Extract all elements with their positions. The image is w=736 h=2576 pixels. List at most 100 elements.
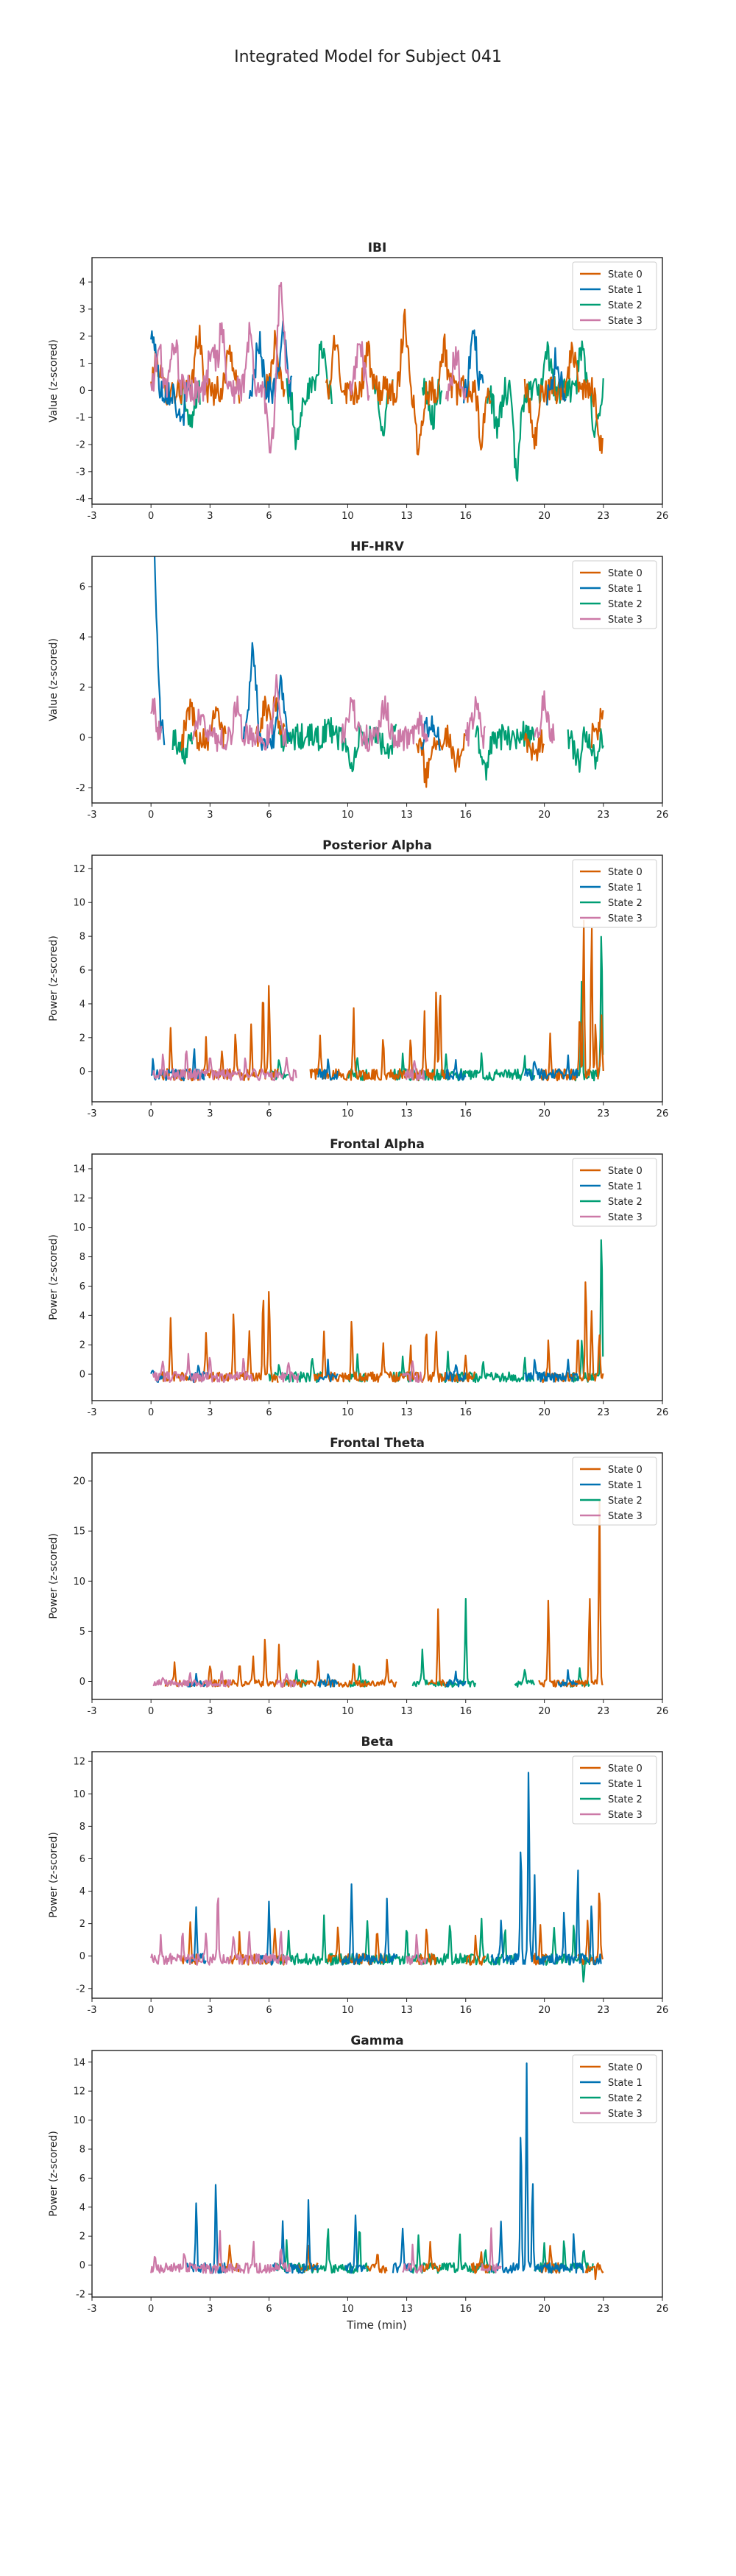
y-tick-label: 12 (73, 864, 85, 875)
subplot-4: Frontal Alpha Power (z-scored) -3 0 3 6 10 13 16… (48, 1137, 668, 1418)
y-tick-label: 8 (79, 2145, 85, 2156)
x-tick-label: 13 (400, 810, 413, 821)
x-tick-label: 10 (342, 2304, 354, 2315)
legend-label: State 2 (608, 300, 643, 311)
legend-label: State 0 (608, 1465, 643, 1476)
x-tick-label: 20 (538, 2304, 551, 2315)
legend: State 0 State 1 State 2 State 3 (572, 261, 657, 330)
legend-label: State 1 (608, 1480, 643, 1491)
series-line-state-0 (420, 2240, 441, 2272)
y-axis-label: Power (z-scored) (48, 1234, 60, 1320)
x-tick-label: 13 (400, 2304, 413, 2315)
x-tick-label: 16 (459, 810, 472, 821)
y-tick-label: 4 (79, 277, 85, 289)
x-tick-label: 10 (342, 1407, 354, 1418)
legend: State 0 State 1 State 2 State 3 (572, 1755, 657, 1825)
series-line-state-0 (325, 308, 492, 456)
series-line-state-0 (538, 1499, 604, 1688)
y-tick-label: -3 (76, 467, 85, 478)
series-line-state-3 (402, 1360, 423, 1383)
series-line-state-1 (557, 1669, 578, 1688)
y-axis-label: Value (z-scored) (48, 638, 60, 721)
y-tick-label: 0 (79, 1677, 85, 1688)
y-tick-label: -2 (76, 1984, 85, 1995)
x-tick-label: -3 (88, 810, 97, 821)
y-tick-label: 6 (79, 2173, 85, 2184)
y-axis-label: Value (z-scored) (48, 339, 60, 422)
x-tick-label: 16 (459, 1706, 472, 1717)
series-group (150, 2062, 604, 2281)
series-line-state-3 (150, 281, 291, 454)
y-tick-label: -1 (76, 413, 85, 424)
series-line-state-1 (341, 1883, 398, 1966)
x-tick-label: 3 (207, 2005, 213, 2016)
x-tick-label: 20 (538, 2005, 551, 2016)
series-line-state-1 (524, 1359, 579, 1383)
x-tick-label: 16 (459, 511, 472, 522)
series-group (150, 556, 604, 788)
legend: State 0 State 1 State 2 State 3 (572, 2054, 657, 2123)
y-tick-label: 4 (79, 2202, 85, 2213)
y-tick-label: 8 (79, 1822, 85, 1833)
series-line-state-3 (534, 690, 555, 744)
y-tick-label: 14 (73, 2057, 85, 2068)
plot-frame (91, 854, 663, 1103)
series-line-state-1 (317, 1058, 339, 1081)
x-tick-label: 3 (207, 1407, 213, 1418)
legend-label: State 2 (608, 2093, 643, 2104)
x-tick-label: -3 (88, 2304, 97, 2315)
y-tick-label: 10 (73, 1577, 85, 1588)
series-line-state-2 (534, 2240, 594, 2274)
y-tick-label: 4 (79, 632, 85, 643)
x-tick-label: 16 (459, 1407, 472, 1418)
legend-label: State 1 (608, 2078, 643, 2089)
series-line-state-1 (445, 1059, 467, 1081)
series-line-state-0 (415, 724, 467, 788)
y-tick-label: 5 (79, 1627, 85, 1638)
subplot-title: Beta (361, 1735, 393, 1749)
x-tick-label: 23 (598, 2304, 610, 2315)
y-tick-label: 10 (73, 898, 85, 909)
x-tick-label: 20 (538, 1407, 551, 1418)
y-tick-label: 10 (73, 1789, 85, 1800)
series-line-state-0 (180, 698, 227, 751)
y-tick-label: 20 (73, 1476, 85, 1487)
y-tick-label: -2 (76, 2290, 85, 2301)
x-tick-label: 10 (342, 1108, 354, 1119)
y-axis-label: Power (z-scored) (48, 2131, 60, 2217)
x-tick-label: 26 (657, 810, 669, 821)
y-tick-label: 6 (79, 1281, 85, 1292)
legend-label: State 2 (608, 1197, 643, 1208)
subplot-3: Posterior Alpha Power (z-scored) -3 0 3 6 10 13… (48, 838, 668, 1119)
plot-frame (91, 556, 663, 804)
plot-frame (91, 1153, 663, 1401)
y-tick-label: 0 (79, 1951, 85, 1962)
legend-label: State 3 (608, 1212, 643, 1223)
x-tick-label: 23 (598, 810, 610, 821)
series-line-state-2 (268, 1358, 323, 1384)
x-tick-label: 6 (266, 1407, 272, 1418)
legend: State 0 State 1 State 2 State 3 (572, 859, 657, 928)
legend-box (572, 1755, 657, 1825)
series-line-state-3 (191, 674, 287, 752)
series-line-state-1 (317, 1359, 339, 1383)
series-line-state-3 (349, 341, 370, 401)
x-tick-label: -3 (88, 1706, 97, 1717)
y-tick-label: 12 (73, 2087, 85, 2098)
x-tick-label: 20 (538, 1108, 551, 1119)
x-tick-label: 0 (148, 1407, 154, 1418)
subplot-title: Gamma (350, 2034, 403, 2048)
y-axis-label: Power (z-scored) (48, 1533, 60, 1619)
series-line-state-2 (571, 935, 604, 1082)
y-tick-label: 12 (73, 1193, 85, 1204)
y-tick-label: 10 (73, 1222, 85, 1234)
series-group (150, 1772, 604, 1983)
series-line-state-0 (427, 1608, 448, 1687)
x-tick-label: 26 (657, 2005, 669, 2016)
y-tick-label: 2 (79, 682, 85, 693)
legend-box (572, 2054, 657, 2123)
series-line-state-1 (463, 329, 484, 404)
series-line-state-1 (344, 2214, 367, 2274)
x-tick-label: 13 (400, 1706, 413, 1717)
y-tick-label: 2 (79, 1033, 85, 1044)
